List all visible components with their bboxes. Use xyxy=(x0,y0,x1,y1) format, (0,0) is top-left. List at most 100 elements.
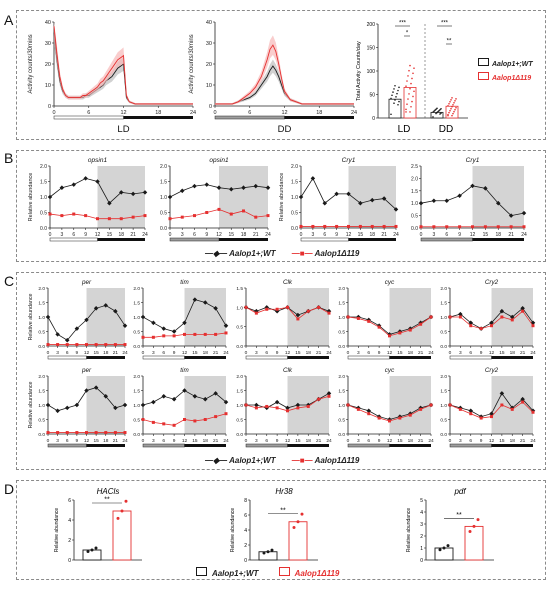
x-tick-label: 9 xyxy=(76,350,79,356)
x-tick-label: 3 xyxy=(255,350,258,356)
light-phase-bar xyxy=(449,355,492,360)
data-point xyxy=(265,307,269,311)
x-tick-label: 15 xyxy=(295,438,301,444)
x-tick-label: 0 xyxy=(142,438,145,444)
y-tick-label: 30 xyxy=(206,41,212,47)
data-point xyxy=(398,416,402,420)
y-tick-label: 2.0 xyxy=(440,286,447,292)
light-phase-bar xyxy=(214,115,285,120)
data-point xyxy=(96,217,99,221)
chart-c-cyc-dd: 0.0 0.5 1.0 1.5 2.0 0 3 6 9 12 15 18 21 24 cyc xyxy=(338,367,434,448)
legend-b-wt-label: Aalop1+;WT xyxy=(229,249,276,258)
data-point xyxy=(151,335,155,339)
data-point xyxy=(408,69,410,72)
chart-title: per xyxy=(81,279,92,286)
sig-label: * xyxy=(406,31,409,37)
y-tick-label: 0.0 xyxy=(440,432,447,438)
data-point xyxy=(45,314,51,320)
x-tick-label: 12 xyxy=(182,350,188,356)
x-tick-label: 21 xyxy=(316,438,322,444)
data-point xyxy=(452,112,454,115)
x-tick-label: 6 xyxy=(72,232,75,238)
legend-a-mut-label: Aalop1Δ119 xyxy=(492,75,532,82)
data-point xyxy=(388,334,391,338)
data-point xyxy=(531,324,535,328)
light-phase-bar xyxy=(53,115,124,120)
data-point xyxy=(183,332,186,336)
data-point xyxy=(46,431,50,435)
data-point xyxy=(141,418,145,421)
data-point xyxy=(429,315,433,319)
x-tick-label: 12 xyxy=(84,438,90,444)
data-point xyxy=(296,406,300,410)
data-point xyxy=(85,431,88,435)
y-tick-label: 0.5 xyxy=(411,214,418,220)
y-tick-label: 2.0 xyxy=(440,374,447,380)
chart-c-cyc-ld: 0.0 0.5 1.0 1.5 2.0 0 3 6 9 12 15 18 21 24 cyc xyxy=(338,279,434,360)
data-point xyxy=(204,182,210,187)
y-tick-label: 2.0 xyxy=(40,164,47,170)
data-point xyxy=(453,110,455,113)
data-point xyxy=(407,75,409,77)
x-tick-label: 21 xyxy=(418,350,424,356)
sig-label: ** xyxy=(456,512,462,519)
bar xyxy=(464,525,484,561)
panel-letter-d: D xyxy=(4,481,15,497)
light-phase-bar xyxy=(347,443,390,448)
data-point xyxy=(483,225,487,229)
bar xyxy=(112,510,132,561)
x-tick-label: 9 xyxy=(205,232,208,238)
x-tick-label: 24 xyxy=(428,350,434,356)
data-point xyxy=(499,308,505,314)
light-phase-bar xyxy=(47,355,87,360)
data-point xyxy=(311,224,315,228)
y-axis-label: Relative abundance xyxy=(279,173,285,222)
y-tick-label: 0 xyxy=(48,104,51,110)
x-tick-label: 9 xyxy=(276,350,279,356)
x-tick-label: 15 xyxy=(397,350,403,356)
data-point xyxy=(406,80,408,82)
y-tick-label: 0.5 xyxy=(236,325,243,331)
x-tick-label: 3 xyxy=(357,438,360,444)
y-tick-label: 1.5 xyxy=(411,189,418,195)
data-point xyxy=(203,418,207,421)
y-tick-label: 4 xyxy=(68,518,71,524)
data-point xyxy=(140,402,146,408)
data-point xyxy=(471,225,474,229)
chart-c-cry2-ld: 0.0 0.5 1.0 1.5 2.0 0 3 6 9 12 15 18 21 24 Cry2 xyxy=(440,279,536,360)
chart-title: HACls xyxy=(97,487,120,496)
y-tick-label: 1.0 xyxy=(236,403,243,409)
data-point xyxy=(396,92,398,95)
data-point xyxy=(472,524,476,528)
chart-c-per-ld: 0.0 0.5 1.0 1.5 2.0 0 3 6 9 12 15 18 21 24 per Relative… xyxy=(28,279,128,360)
x-tick-label: 12 xyxy=(346,232,352,238)
data-point xyxy=(180,215,184,219)
x-tick-label: 3 xyxy=(432,232,435,238)
data-point xyxy=(479,416,483,420)
dark-phase-bar xyxy=(389,356,431,359)
dark-phase-shade xyxy=(389,376,431,434)
x-tick-label: 18 xyxy=(118,232,124,238)
x-tick-label: 0 xyxy=(245,438,248,444)
data-point xyxy=(440,112,442,114)
data-point xyxy=(520,396,525,402)
y-tick-label: 40 xyxy=(206,20,212,26)
data-point xyxy=(107,217,111,221)
data-point xyxy=(131,215,135,219)
x-tick-label: 0 xyxy=(347,350,350,356)
sig-label: *** xyxy=(441,21,449,27)
data-point xyxy=(419,225,423,229)
x-tick-label: 24 xyxy=(393,232,399,238)
x-tick-label: 21 xyxy=(130,232,136,238)
x-tick-label: 24 xyxy=(122,350,128,356)
y-axis-label: Total Activity Counts/day xyxy=(356,41,362,101)
dark-phase-shade xyxy=(86,376,125,434)
x-tick-label: 3 xyxy=(459,350,462,356)
data-point xyxy=(448,102,450,105)
data-point xyxy=(298,194,304,200)
x-tick-label: 24 xyxy=(521,232,527,238)
x-tick-label: 12 xyxy=(470,232,476,238)
legend-b-mut-marker: —■— xyxy=(291,249,313,258)
y-tick-label: 1.0 xyxy=(160,195,167,201)
light-phase-bar xyxy=(142,443,185,448)
